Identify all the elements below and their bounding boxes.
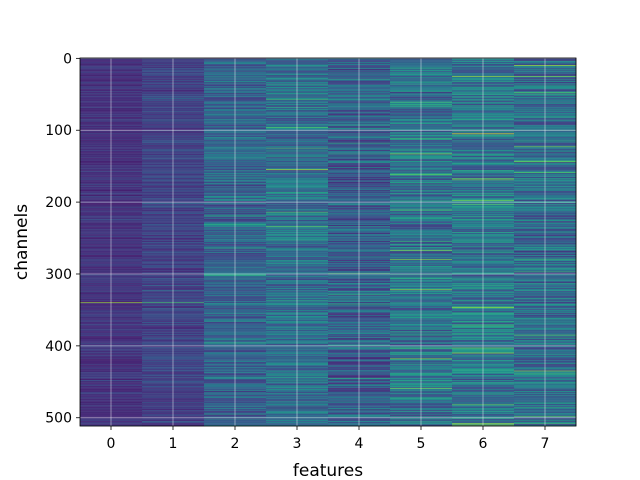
x-axis: 0 1 2 3 4 5 6 7 xyxy=(107,426,550,452)
x-tick-label: 7 xyxy=(541,436,550,452)
y-tick-label: 400 xyxy=(45,339,72,355)
grid-lines xyxy=(80,57,576,426)
y-axis-label: channels xyxy=(12,204,32,280)
y-tick-label: 300 xyxy=(45,267,72,283)
x-tick-label: 5 xyxy=(417,436,426,452)
x-tick-label: 2 xyxy=(231,436,240,452)
y-tick-label: 0 xyxy=(63,51,72,67)
x-tick-label: 4 xyxy=(355,436,364,452)
x-axis-label: features xyxy=(293,461,363,480)
x-tick-label: 6 xyxy=(479,436,488,452)
y-tick-label: 200 xyxy=(45,195,72,211)
y-tick-label: 100 xyxy=(45,123,72,139)
plot-frame xyxy=(79,57,577,427)
heatmap-cells xyxy=(80,58,577,427)
x-tick-label: 1 xyxy=(169,436,178,452)
y-axis: 0 100 200 300 400 500 xyxy=(45,51,80,427)
x-tick-label: 3 xyxy=(293,436,302,452)
x-tick-label: 0 xyxy=(107,436,116,452)
y-tick-label: 500 xyxy=(45,411,72,427)
